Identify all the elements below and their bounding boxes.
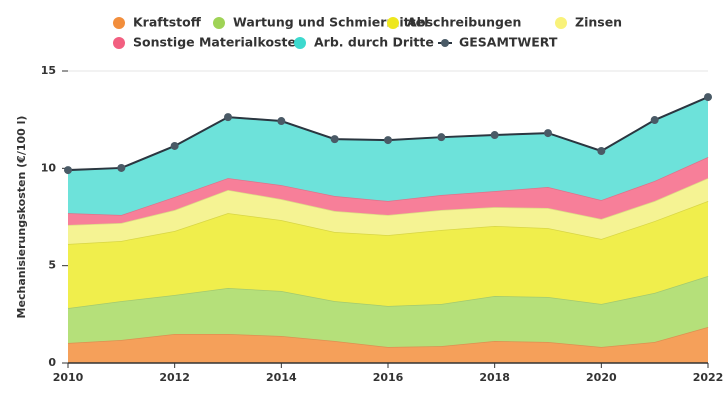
- y-axis-title: Mechanisierungskosten (€/100 l): [15, 116, 28, 319]
- legend-marker: [387, 17, 399, 29]
- total-point[interactable]: [704, 93, 712, 102]
- area: [68, 275, 708, 348]
- total-point[interactable]: [437, 133, 446, 142]
- y-tick-label: 10: [41, 161, 57, 174]
- x-tick-label: 2014: [266, 371, 297, 384]
- area: [68, 157, 708, 225]
- y-tick-label: 0: [48, 356, 56, 369]
- total-point[interactable]: [224, 113, 232, 122]
- total-point[interactable]: [330, 135, 339, 144]
- legend-marker: [555, 17, 567, 29]
- legend-marker: [113, 37, 125, 49]
- legend-marker: [441, 39, 449, 47]
- x-tick-label: 2016: [373, 371, 404, 384]
- area: [68, 326, 708, 363]
- total-point[interactable]: [650, 116, 659, 125]
- legend-label[interactable]: GESAMTWERT: [459, 35, 558, 50]
- legend-marker: [213, 17, 225, 29]
- x-tick-label: 2010: [53, 371, 84, 384]
- total-point[interactable]: [117, 163, 126, 172]
- x-tick-label: 2012: [159, 371, 190, 384]
- total-point[interactable]: [277, 117, 286, 126]
- legend-label[interactable]: Kraftstoff: [133, 15, 202, 30]
- total-point[interactable]: [597, 147, 606, 156]
- x-tick-label: 2018: [479, 371, 510, 384]
- total-point[interactable]: [490, 131, 499, 140]
- legend-label[interactable]: Arb. durch Dritte: [314, 35, 434, 50]
- legend-marker: [294, 37, 306, 49]
- area: [68, 201, 708, 309]
- x-tick-label: 2022: [693, 371, 724, 384]
- total-point[interactable]: [64, 166, 72, 175]
- area: [68, 178, 708, 245]
- area: [68, 97, 708, 216]
- legend-label[interactable]: Wartung und Schmiermittel: [233, 15, 428, 30]
- legend-label[interactable]: Abschreibungen: [407, 15, 521, 30]
- total-point[interactable]: [384, 136, 392, 145]
- legend-label[interactable]: Sonstige Materialkosten: [133, 35, 305, 50]
- x-tick-label: 2020: [586, 371, 617, 384]
- y-tick-label: 5: [48, 259, 56, 272]
- legend-label[interactable]: Zinsen: [575, 15, 622, 30]
- total-point[interactable]: [544, 129, 552, 138]
- y-tick-label: 15: [41, 64, 56, 77]
- total-point[interactable]: [170, 141, 179, 150]
- legend-marker: [113, 17, 125, 29]
